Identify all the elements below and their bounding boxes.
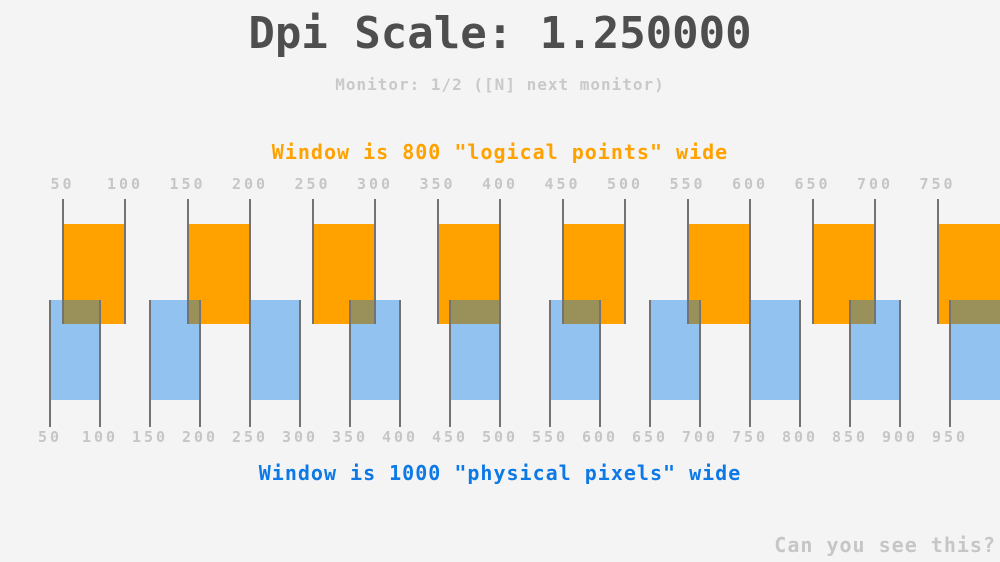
bottom-ruler-label: 450 — [431, 428, 469, 446]
bottom-ruler-label: 550 — [531, 428, 569, 446]
monitor-subtitle: Monitor: 1/2 ([N] next monitor) — [335, 75, 665, 94]
top-ruler-tick — [561, 199, 564, 324]
physical-ruler-heading: Window is 1000 "physical pixels" wide — [258, 461, 742, 485]
bottom-ruler-label: 850 — [831, 428, 869, 446]
logical-ruler-heading: Window is 800 "logical points" wide — [271, 140, 729, 164]
bottom-ruler-tick — [299, 300, 301, 427]
top-ruler-label: 750 — [919, 175, 956, 193]
bottom-ruler-label: 200 — [181, 428, 219, 446]
bars-overlap-region — [350, 300, 375, 324]
bottom-ruler-tick — [699, 300, 701, 427]
top-ruler-tick — [436, 199, 439, 324]
bottom-ruler-tick — [749, 300, 751, 427]
top-ruler-label: 400 — [481, 175, 519, 193]
top-ruler-tick — [249, 199, 251, 324]
top-ruler-tick — [624, 199, 626, 324]
top-ruler-label: 700 — [856, 175, 894, 193]
bottom-ruler-tick — [499, 300, 501, 427]
top-ruler-label: 450 — [544, 175, 581, 193]
physical-pixels-bar — [750, 300, 800, 400]
bottom-ruler-label: 250 — [231, 428, 269, 446]
bottom-ruler-tick — [199, 300, 201, 427]
top-ruler-tick — [874, 199, 876, 324]
top-ruler-tick — [686, 199, 689, 324]
page-title: Dpi Scale: 1.250000 — [248, 8, 752, 59]
bottom-ruler-label: 100 — [81, 428, 119, 446]
bottom-ruler-tick — [649, 300, 651, 427]
bottom-ruler-label: 650 — [631, 428, 669, 446]
bottom-ruler-label: 150 — [131, 428, 169, 446]
bottom-ruler-tick — [599, 300, 601, 427]
top-ruler-tick — [499, 199, 501, 324]
top-ruler-label: 150 — [169, 175, 206, 193]
top-ruler-tick — [124, 199, 126, 324]
bars-overlap-region — [62, 300, 100, 324]
bottom-ruler-tick — [899, 300, 901, 427]
footer-note: Can you see this? — [774, 533, 996, 557]
bottom-ruler-label: 400 — [381, 428, 419, 446]
top-ruler-label: 300 — [356, 175, 394, 193]
bottom-ruler-tick — [449, 300, 451, 427]
top-ruler-tick — [749, 199, 751, 324]
bottom-ruler-label: 950 — [931, 428, 969, 446]
bars-overlap-region — [450, 300, 500, 324]
bottom-ruler-tick — [549, 300, 551, 427]
bottom-ruler-label: 750 — [731, 428, 769, 446]
top-ruler-label: 600 — [731, 175, 769, 193]
bottom-ruler-label: 500 — [481, 428, 519, 446]
bottom-ruler-label: 600 — [581, 428, 619, 446]
top-ruler-tick — [936, 199, 939, 324]
top-ruler-label: 100 — [106, 175, 144, 193]
top-ruler-tick — [61, 199, 64, 324]
top-ruler-label: 550 — [669, 175, 706, 193]
top-ruler-label: 200 — [231, 175, 269, 193]
top-ruler-tick — [186, 199, 189, 324]
top-ruler-tick — [311, 199, 314, 324]
bottom-ruler-tick — [849, 300, 851, 427]
bottom-ruler-label: 900 — [881, 428, 919, 446]
bottom-ruler-label: 50 — [37, 428, 63, 446]
bars-overlap-region — [562, 300, 600, 324]
bottom-ruler-label: 700 — [681, 428, 719, 446]
top-ruler-label: 50 — [50, 175, 75, 193]
bars-overlap-region — [187, 300, 200, 324]
top-ruler-label: 250 — [294, 175, 331, 193]
top-ruler-label: 500 — [606, 175, 644, 193]
bottom-ruler-tick — [249, 300, 251, 427]
bottom-ruler-label: 800 — [781, 428, 819, 446]
bars-overlap-region — [687, 300, 700, 324]
top-ruler-label: 350 — [419, 175, 456, 193]
top-ruler-label: 650 — [794, 175, 831, 193]
top-ruler-tick — [374, 199, 376, 324]
bars-overlap-region — [850, 300, 875, 324]
bars-overlap-region — [950, 300, 1000, 324]
bottom-ruler-tick — [799, 300, 801, 427]
bottom-ruler-tick — [349, 300, 351, 427]
bottom-ruler-tick — [49, 300, 51, 427]
bottom-ruler-tick — [399, 300, 401, 427]
bottom-ruler-label: 350 — [331, 428, 369, 446]
top-ruler-tick — [811, 199, 814, 324]
bottom-ruler-tick — [149, 300, 151, 427]
physical-pixels-bar — [250, 300, 300, 400]
bottom-ruler-tick — [99, 300, 101, 427]
bottom-ruler-label: 300 — [281, 428, 319, 446]
bottom-ruler-tick — [949, 300, 951, 427]
